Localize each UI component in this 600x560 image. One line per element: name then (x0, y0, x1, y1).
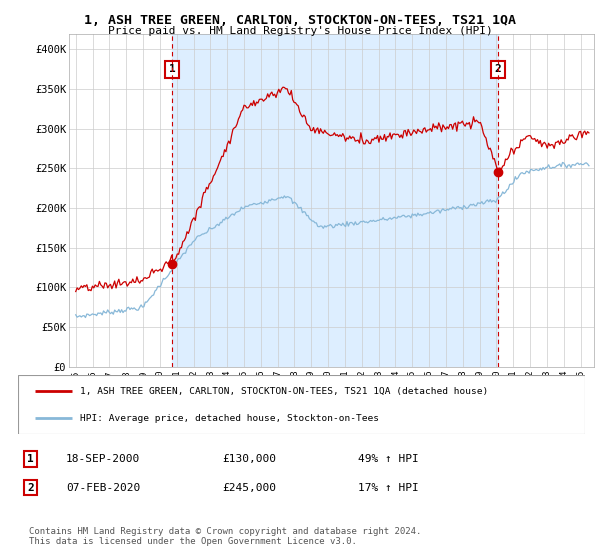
Text: 2: 2 (27, 483, 34, 493)
Text: 2: 2 (495, 64, 502, 74)
Text: 1, ASH TREE GREEN, CARLTON, STOCKTON-ON-TEES, TS21 1QA (detached house): 1, ASH TREE GREEN, CARLTON, STOCKTON-ON-… (80, 386, 488, 395)
Bar (172, 34, 498, 367)
Text: 18-SEP-2000: 18-SEP-2000 (66, 454, 140, 464)
Text: 17% ↑ HPI: 17% ↑ HPI (358, 483, 419, 493)
Text: 49% ↑ HPI: 49% ↑ HPI (358, 454, 419, 464)
Text: Price paid vs. HM Land Registry's House Price Index (HPI): Price paid vs. HM Land Registry's House … (107, 26, 493, 36)
Text: £245,000: £245,000 (222, 483, 276, 493)
Text: £130,000: £130,000 (222, 454, 276, 464)
FancyBboxPatch shape (18, 375, 585, 434)
Text: Contains HM Land Registry data © Crown copyright and database right 2024.
This d: Contains HM Land Registry data © Crown c… (29, 527, 422, 547)
Text: 1: 1 (27, 454, 34, 464)
Text: 1, ASH TREE GREEN, CARLTON, STOCKTON-ON-TEES, TS21 1QA: 1, ASH TREE GREEN, CARLTON, STOCKTON-ON-… (84, 14, 516, 27)
Text: 1: 1 (169, 64, 175, 74)
Text: HPI: Average price, detached house, Stockton-on-Tees: HPI: Average price, detached house, Stoc… (80, 414, 379, 423)
Text: 07-FEB-2020: 07-FEB-2020 (66, 483, 140, 493)
